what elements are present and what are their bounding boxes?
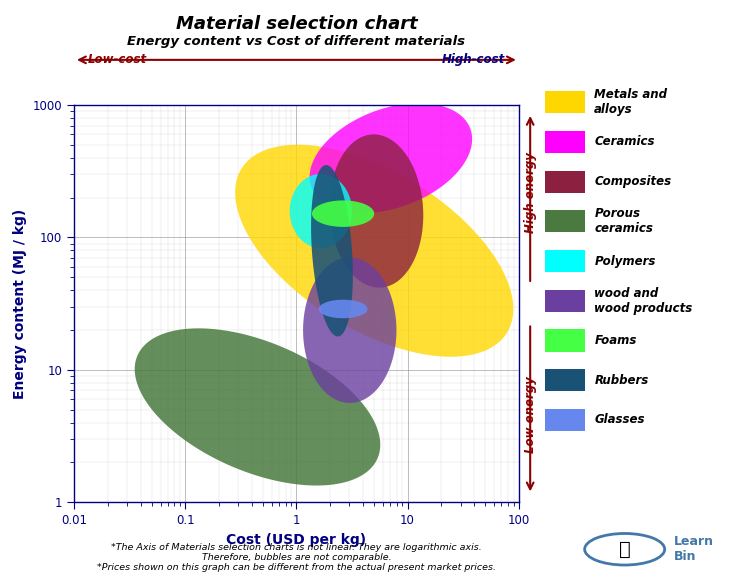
- Text: High-cost: High-cost: [442, 53, 505, 67]
- Text: Rubbers: Rubbers: [594, 374, 648, 387]
- Text: Composites: Composites: [594, 175, 671, 188]
- Text: *Prices shown on this graph can be different from the actual present market pric: *Prices shown on this graph can be diffe…: [97, 563, 496, 572]
- Polygon shape: [310, 103, 472, 213]
- Text: Low energy: Low energy: [524, 377, 536, 453]
- Polygon shape: [290, 174, 352, 248]
- Text: *The Axis of Materials selection charts is not linear. They are logarithmic axis: *The Axis of Materials selection charts …: [111, 543, 482, 552]
- Text: wood and
wood products: wood and wood products: [594, 287, 693, 315]
- Polygon shape: [311, 165, 353, 336]
- Polygon shape: [235, 145, 514, 357]
- Text: Ceramics: Ceramics: [594, 135, 655, 148]
- Polygon shape: [135, 328, 380, 485]
- Text: Energy content vs Cost of different materials: Energy content vs Cost of different mate…: [127, 35, 465, 48]
- Text: Learn
Bin: Learn Bin: [674, 536, 714, 563]
- Text: Glasses: Glasses: [594, 413, 645, 426]
- Polygon shape: [319, 300, 368, 318]
- Text: High energy: High energy: [524, 152, 536, 233]
- Text: Foams: Foams: [594, 334, 637, 347]
- Text: 💡: 💡: [619, 540, 631, 559]
- Y-axis label: Energy content (MJ / kg): Energy content (MJ / kg): [13, 208, 27, 399]
- Text: Material selection chart: Material selection chart: [176, 15, 417, 33]
- Polygon shape: [330, 134, 423, 288]
- Text: Low-cost: Low-cost: [87, 53, 147, 67]
- Polygon shape: [312, 200, 374, 227]
- Text: Porous
ceramics: Porous ceramics: [594, 207, 653, 235]
- Text: Metals and
alloys: Metals and alloys: [594, 88, 668, 116]
- Text: Therefore, bubbles are not comparable.: Therefore, bubbles are not comparable.: [202, 553, 391, 562]
- Text: Polymers: Polymers: [594, 255, 656, 267]
- Polygon shape: [303, 258, 396, 403]
- X-axis label: Cost (USD per kg): Cost (USD per kg): [226, 533, 367, 547]
